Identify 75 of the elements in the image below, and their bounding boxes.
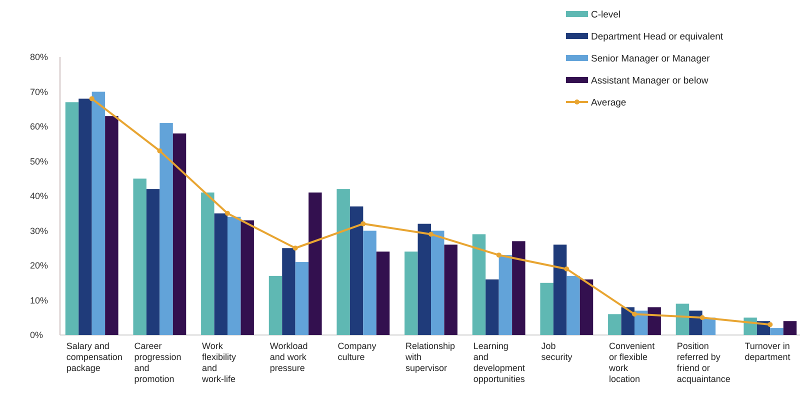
bar <box>133 178 146 335</box>
point <box>564 266 570 272</box>
y-tick-label: 10% <box>30 295 48 306</box>
bar <box>376 252 390 335</box>
x-tick-label: Work flexibility and work-life <box>201 341 237 384</box>
bar <box>295 262 309 335</box>
bar <box>418 224 431 335</box>
bar <box>160 123 173 335</box>
y-tick-label: 80% <box>30 52 48 62</box>
bar <box>350 206 364 335</box>
bar <box>78 98 92 335</box>
x-tick-label: Relationship with supervisor <box>404 341 456 373</box>
legend-label: Department Head or equivalent <box>591 31 724 42</box>
point <box>157 148 162 154</box>
bar <box>201 192 214 335</box>
bar <box>689 310 702 335</box>
point <box>428 232 434 237</box>
bar <box>648 307 661 335</box>
bar <box>498 255 512 335</box>
bar <box>431 230 444 335</box>
bar <box>512 241 526 335</box>
bar <box>444 244 458 335</box>
point <box>360 221 366 226</box>
bar <box>308 192 322 335</box>
bar <box>553 244 567 335</box>
point <box>225 210 230 216</box>
bar <box>540 282 554 335</box>
bar <box>580 279 594 335</box>
x-tick-label: Turnover in department <box>744 341 791 362</box>
y-tick-label: 20% <box>30 260 48 271</box>
bar <box>486 279 499 335</box>
bar <box>621 307 634 335</box>
bar <box>268 276 282 335</box>
x-tick-label: Workload and work pressure <box>270 341 308 373</box>
bar <box>566 276 580 335</box>
x-tick-label: Company culture <box>338 341 377 362</box>
point <box>292 246 298 251</box>
y-tick-label: 60% <box>30 122 48 132</box>
y-tick-label: 40% <box>30 191 48 202</box>
legend-label: Assistant Manager or below <box>591 75 708 86</box>
x-tick-label: Position referred by friend or acquaintance <box>676 341 730 384</box>
bar <box>608 314 622 335</box>
point <box>768 322 773 328</box>
y-tick-label: 0% <box>30 330 44 340</box>
y-tick-label: 70% <box>30 86 48 97</box>
bar <box>783 321 797 335</box>
bar <box>92 92 106 335</box>
legend-label: Average <box>591 97 626 108</box>
x-tick-label: Career progression and promotion <box>134 341 182 384</box>
bar <box>146 189 160 335</box>
point <box>632 312 637 317</box>
bar <box>172 133 186 335</box>
bar <box>363 230 376 335</box>
point <box>496 252 502 258</box>
bar <box>105 116 118 335</box>
legend-label: C-level <box>591 9 621 20</box>
point <box>700 315 705 320</box>
y-tick-label: 50% <box>30 156 48 166</box>
bar <box>336 189 350 335</box>
bar <box>472 234 486 335</box>
bar <box>240 220 254 335</box>
y-tick-label: 30% <box>30 226 48 236</box>
bar <box>676 304 690 335</box>
legend-label: Senior Manager or Manager <box>591 53 710 64</box>
x-tick-label: Learning and development opportunities <box>473 341 526 384</box>
x-tick-label: Job security <box>541 341 573 362</box>
x-tick-label: Salary and compensation package <box>66 341 122 373</box>
bar <box>404 252 418 335</box>
x-tick-label: Convenient or flexible work location <box>608 341 656 384</box>
bar <box>65 102 79 335</box>
bar <box>228 216 241 335</box>
bar <box>282 248 296 335</box>
bar <box>770 328 784 335</box>
bar <box>214 213 228 335</box>
point <box>89 96 94 102</box>
